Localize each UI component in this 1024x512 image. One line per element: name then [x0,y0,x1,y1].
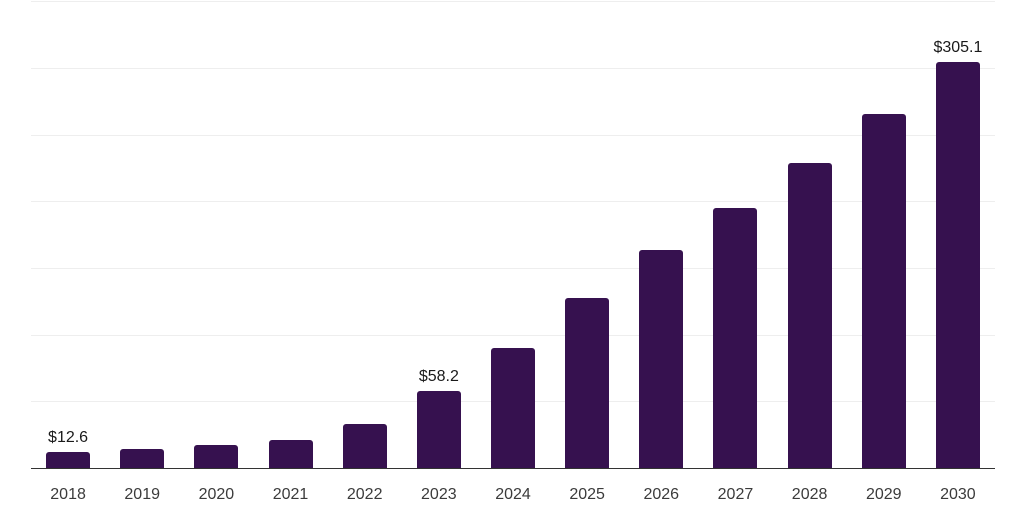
x-tick-label-2020: 2020 [198,486,235,503]
x-tick-label-2023: 2023 [421,486,457,503]
x-tick-label-2024: 2024 [495,486,531,503]
bar-2026 [639,250,684,468]
x-tick-label-2026: 2026 [643,486,680,503]
value-label-2023: $58.2 [418,367,459,385]
gridline [31,1,995,3]
bar-2018 [46,451,91,468]
bar-2027 [713,207,758,468]
x-tick-label-2018: 2018 [50,486,86,503]
value-label-2030: $305.1 [933,38,983,56]
x-tick-label-2019: 2019 [124,486,160,503]
gridline [31,134,995,136]
x-tick-label-2029: 2029 [865,486,902,503]
gridline [31,334,995,336]
bar-2020 [194,444,239,468]
gridline [31,201,995,203]
x-tick-label-2021: 2021 [272,486,309,503]
bar-2022 [342,423,387,468]
x-tick-label-2025: 2025 [569,486,605,503]
gridline [31,268,995,270]
x-tick-label-2027: 2027 [717,486,754,503]
bar-2024 [491,348,535,468]
x-tick-label-2030: 2030 [940,486,976,503]
bar-2021 [268,440,313,468]
bar-2025 [565,298,610,468]
gridline [31,68,995,70]
bar-2029 [861,113,906,468]
x-axis-line [31,467,995,470]
x-tick-label-2028: 2028 [791,486,828,503]
bar-2030 [935,61,980,468]
x-tick-label-2022: 2022 [346,486,383,503]
value-label-2018: $12.6 [48,428,89,446]
bar-2028 [787,163,832,468]
bar-2019 [120,448,165,468]
bar-2023 [416,390,461,468]
